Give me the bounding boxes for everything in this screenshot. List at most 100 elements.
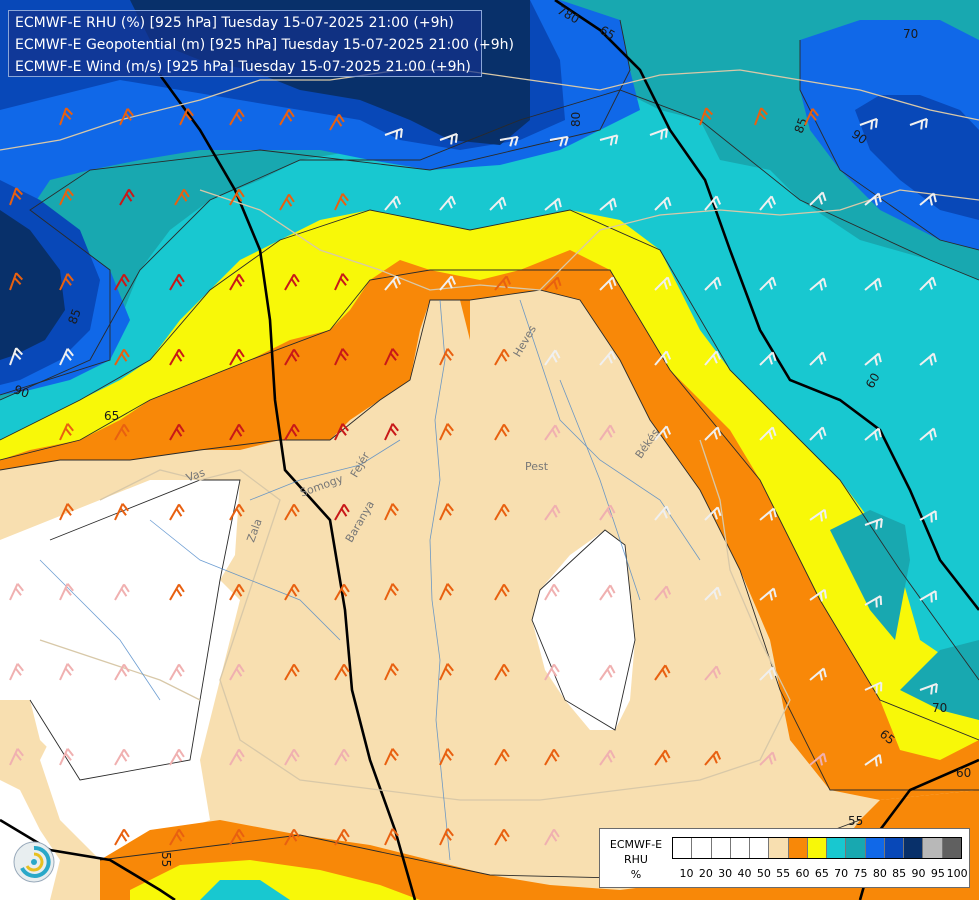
wind-barb-icon xyxy=(494,583,510,601)
wind-barb-icon xyxy=(59,663,74,681)
wind-barb-icon xyxy=(229,188,245,206)
wind-barb-icon xyxy=(919,276,937,291)
wind-barb-icon xyxy=(704,665,722,681)
legend-tick: 40 xyxy=(737,867,752,880)
legend-tick: 85 xyxy=(892,867,907,880)
wind-barb-icon xyxy=(699,107,714,126)
wind-barb-icon xyxy=(229,503,245,521)
legend-swatch xyxy=(942,838,961,858)
wind-barb-icon xyxy=(544,349,561,366)
legend-tick: 60 xyxy=(795,867,810,880)
wind-barb-icon xyxy=(544,424,561,441)
legend-tick: 80 xyxy=(872,867,887,880)
legend-tick: 55 xyxy=(776,867,791,880)
wind-barb-icon xyxy=(334,828,350,846)
wind-barb-icon xyxy=(229,828,245,846)
wind-barb-icon xyxy=(334,423,349,441)
wind-barb-icon xyxy=(284,583,300,601)
rhu-label: 70 xyxy=(932,701,947,715)
wind-barb-icon xyxy=(279,193,295,211)
wind-barb-icon xyxy=(919,192,937,206)
wind-barb-icon xyxy=(494,748,510,766)
wind-barb-icon xyxy=(9,748,24,766)
legend-tick: 90 xyxy=(911,867,926,880)
wind-barb-icon xyxy=(599,749,616,766)
wind-barb-icon xyxy=(864,192,882,206)
wind-barb-icon xyxy=(439,828,454,846)
band-teal-se xyxy=(900,640,979,720)
wind-barb-icon xyxy=(169,748,185,766)
wind-barb-icon xyxy=(334,748,350,766)
wind-barb-icon xyxy=(284,273,300,291)
wind-barb-icon xyxy=(334,348,349,366)
wind-barb-icon xyxy=(59,503,74,521)
wind-barb-icon xyxy=(809,277,827,291)
band-navy-w xyxy=(0,210,65,360)
wind-barb-icon xyxy=(59,583,74,601)
wind-barb-icon xyxy=(544,663,560,681)
wind-barb-icon xyxy=(499,135,519,147)
wind-barb-icon xyxy=(549,135,569,147)
wind-barb-icon xyxy=(704,506,722,521)
legend-tick: 10 xyxy=(679,867,694,880)
wind-barb-icon xyxy=(384,663,399,681)
wind-barb-icon xyxy=(114,828,130,846)
legend-tick: 65 xyxy=(814,867,829,880)
wind-barb-icon xyxy=(704,195,722,211)
legend-swatch xyxy=(865,838,885,858)
rhu-label: 90 xyxy=(12,382,31,400)
wind-barb-icon xyxy=(544,197,562,211)
wind-barb-icon xyxy=(59,107,74,126)
wind-barb-icon xyxy=(384,275,402,291)
wind-barb-icon xyxy=(439,748,454,766)
wind-barb-icon xyxy=(909,117,928,130)
wind-barb-icon xyxy=(229,273,245,291)
wind-barb-icon xyxy=(114,663,130,681)
legend-label: ECMWF-E RHU % xyxy=(602,837,670,882)
wind-barb-icon xyxy=(284,828,300,846)
rhu-label: 70 xyxy=(903,27,918,41)
wind-barb-icon xyxy=(544,583,560,601)
wind-barb-icon xyxy=(114,748,130,766)
wind-barb-icon xyxy=(704,750,722,766)
wind-barb-icon xyxy=(759,507,777,521)
wind-barb-icon xyxy=(809,752,827,766)
wind-barb-icon xyxy=(599,197,617,211)
legend-tick: 20 xyxy=(698,867,713,880)
band-teal-east xyxy=(830,510,910,640)
wind-barb-icon xyxy=(284,663,300,681)
wind-barb-icon xyxy=(809,667,827,681)
legend-unit: % xyxy=(630,868,642,881)
wind-barb-icon xyxy=(494,828,510,846)
wind-barb-icon xyxy=(169,423,185,441)
wind-barb-icon xyxy=(229,663,245,681)
wind-barb-icon xyxy=(754,107,769,126)
wind-barb-icon xyxy=(759,195,777,211)
wind-barb-icon xyxy=(169,663,185,681)
rhu-label: 65 xyxy=(597,23,617,43)
wind-barb-icon xyxy=(329,113,345,131)
wind-barb-icon xyxy=(179,108,194,126)
wind-barbs xyxy=(9,107,938,846)
wind-barb-icon xyxy=(9,663,24,681)
wind-barb-icon xyxy=(599,424,616,441)
wind-barb-icon xyxy=(114,348,130,366)
wind-barb-icon xyxy=(169,503,185,521)
legend-variable: RHU xyxy=(624,853,648,866)
legend-tick: 70 xyxy=(834,867,849,880)
legend-swatch xyxy=(788,838,808,858)
wind-barb-icon xyxy=(759,426,777,441)
wind-barb-icon xyxy=(169,348,185,366)
wind-barb-icon xyxy=(919,590,938,603)
legend-swatch xyxy=(884,838,905,858)
wind-barb-icon xyxy=(439,195,457,211)
wind-barb-icon xyxy=(804,108,819,126)
legend-tick: 50 xyxy=(756,867,771,880)
legend-swatch xyxy=(923,838,943,858)
wind-barb-icon xyxy=(654,585,672,601)
place-label: Vas xyxy=(184,466,207,485)
rivers xyxy=(39,299,701,861)
wind-barb-icon xyxy=(384,195,402,211)
wind-barb-icon xyxy=(59,748,74,766)
